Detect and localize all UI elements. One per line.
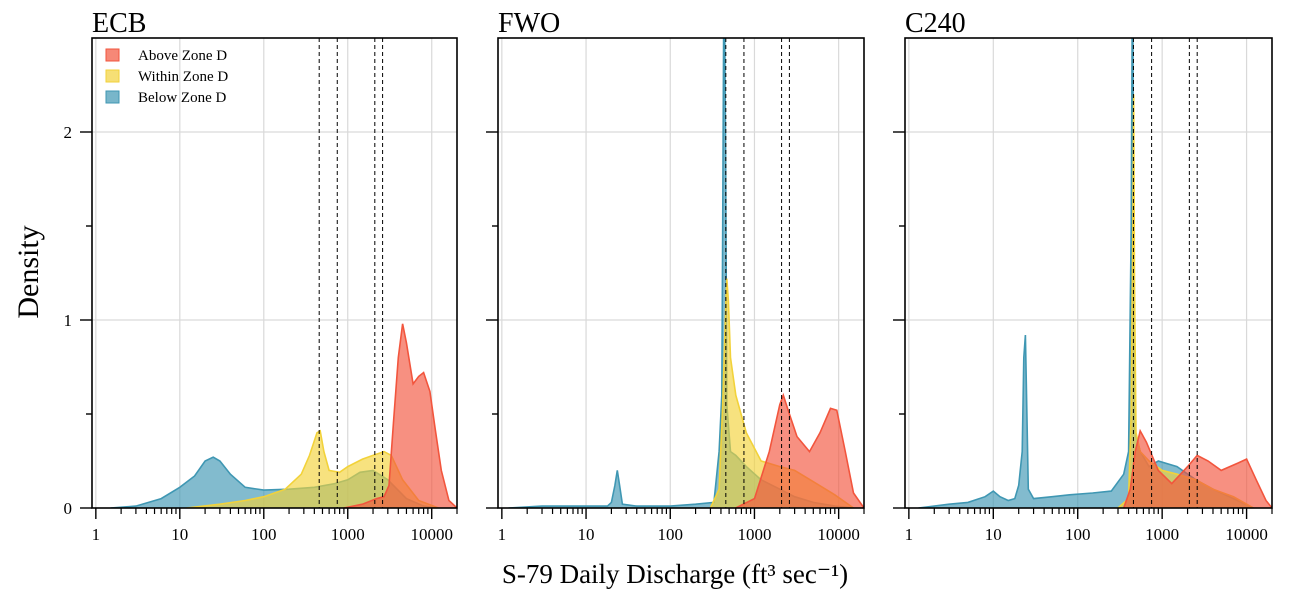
legend-swatch: [105, 48, 120, 62]
density-area-below-zone-d: [918, 38, 1254, 508]
x-tick-label: 10000: [1225, 525, 1268, 544]
density-area-within-zone-d: [186, 430, 439, 508]
panel-fwo: FWO 1 10 100 1000 10000: [486, 8, 865, 544]
panel-title: C240: [905, 8, 966, 39]
y-tick-label: 1: [64, 311, 73, 330]
x-tick-label: 10000: [817, 525, 860, 544]
panel-title: ECB: [92, 8, 146, 39]
density-area-above-zone-d: [1123, 430, 1272, 508]
x-tick-label: 1000: [737, 525, 771, 544]
x-tick-label: 1000: [1145, 525, 1179, 544]
legend: Above Zone D Within Zone D Below Zone D: [105, 48, 228, 106]
density-line-below-zone-d: [918, 38, 1254, 508]
x-tick-label: 100: [251, 525, 277, 544]
y-tick-label: 0: [64, 499, 73, 518]
density-area-below-zone-d: [508, 38, 854, 508]
x-tick-label: 100: [1065, 525, 1091, 544]
x-tick-label: 10: [985, 525, 1002, 544]
density-area-above-zone-d: [735, 395, 864, 508]
legend-swatch: [105, 69, 120, 83]
legend-label: Within Zone D: [138, 69, 228, 85]
density-area-above-zone-d: [343, 323, 457, 508]
x-tick-label: 1000: [331, 525, 365, 544]
legend-swatch: [105, 90, 120, 104]
x-tick-label: 1: [905, 525, 914, 544]
plot-frame: [904, 37, 1273, 509]
x-tick-label: 10: [171, 525, 188, 544]
density-area-within-zone-d: [710, 278, 854, 508]
density-area-within-zone-d: [1118, 94, 1254, 508]
plot-frame: [497, 37, 865, 509]
panel-c240: C240 1 10 100 1000 10000: [893, 8, 1273, 544]
x-tick-label: 1: [92, 525, 101, 544]
y-axis-label: Density: [12, 225, 45, 318]
density-line-above-zone-d: [735, 392, 864, 508]
x-tick-label: 10000: [410, 525, 453, 544]
density-line-within-zone-d: [186, 429, 439, 508]
x-tick-label: 10: [578, 525, 595, 544]
density-line-below-zone-d: [508, 38, 854, 508]
plot-frame: [91, 37, 458, 509]
legend-label: Below Zone D: [138, 90, 226, 106]
x-tick-label: 100: [658, 525, 684, 544]
y-tick-label: 2: [64, 123, 73, 142]
density-line-above-zone-d: [343, 323, 457, 508]
density-line-above-zone-d: [1122, 428, 1272, 508]
x-tick-label: 1: [498, 525, 507, 544]
legend-label: Above Zone D: [138, 48, 227, 64]
x-axis-label: S-79 Daily Discharge (ft³ sec⁻¹): [502, 559, 848, 589]
panel-title: FWO: [498, 8, 560, 39]
